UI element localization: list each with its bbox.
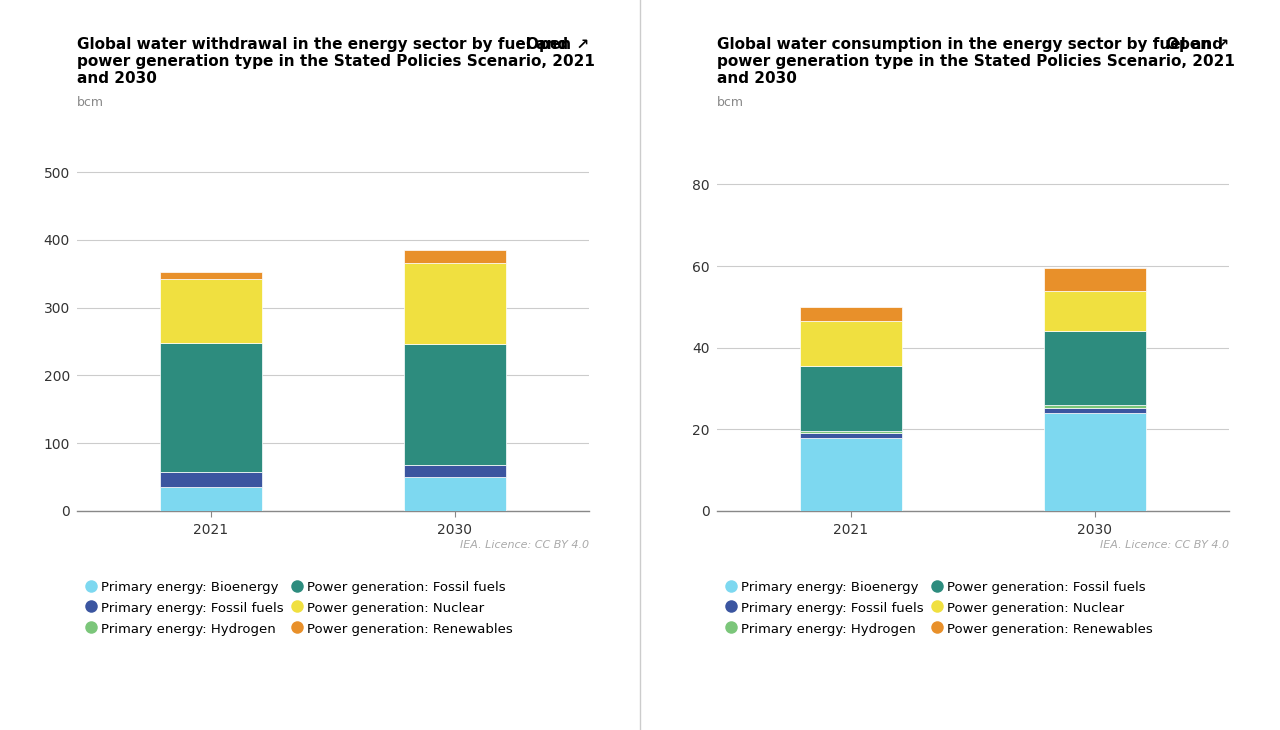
Bar [160, 279, 262, 343]
Text: bcm: bcm [717, 96, 744, 109]
Bar [1043, 405, 1146, 408]
Text: Global water consumption in the energy sector by fuel and
power generation type : Global water consumption in the energy s… [717, 36, 1235, 86]
Bar [160, 272, 262, 279]
Bar [160, 472, 262, 488]
Legend: Primary energy: Bioenergy, Primary energy: Fossil fuels, Primary energy: Hydroge: Primary energy: Bioenergy, Primary energ… [723, 576, 1157, 639]
Bar [1043, 408, 1146, 413]
Bar [800, 366, 902, 431]
Text: IEA. Licence: CC BY 4.0: IEA. Licence: CC BY 4.0 [460, 540, 589, 550]
Text: Open ↗: Open ↗ [526, 36, 589, 52]
Bar [1043, 331, 1146, 405]
Bar [800, 431, 902, 433]
Bar [403, 250, 506, 263]
Bar [1043, 291, 1146, 331]
Text: Open ↗: Open ↗ [1166, 36, 1229, 52]
Text: bcm: bcm [77, 96, 104, 109]
Bar [403, 263, 506, 344]
Bar [160, 343, 262, 472]
Bar [800, 433, 902, 437]
Bar [403, 477, 506, 511]
Bar [403, 344, 506, 464]
Bar [160, 488, 262, 511]
Bar [1043, 413, 1146, 511]
Bar [800, 307, 902, 321]
Bar [800, 321, 902, 366]
Legend: Primary energy: Bioenergy, Primary energy: Fossil fuels, Primary energy: Hydroge: Primary energy: Bioenergy, Primary energ… [83, 576, 517, 639]
Bar [800, 437, 902, 511]
Text: IEA. Licence: CC BY 4.0: IEA. Licence: CC BY 4.0 [1100, 540, 1229, 550]
Bar [403, 465, 506, 477]
Bar [1043, 268, 1146, 291]
Text: Global water withdrawal in the energy sector by fuel and
power generation type i: Global water withdrawal in the energy se… [77, 36, 595, 86]
